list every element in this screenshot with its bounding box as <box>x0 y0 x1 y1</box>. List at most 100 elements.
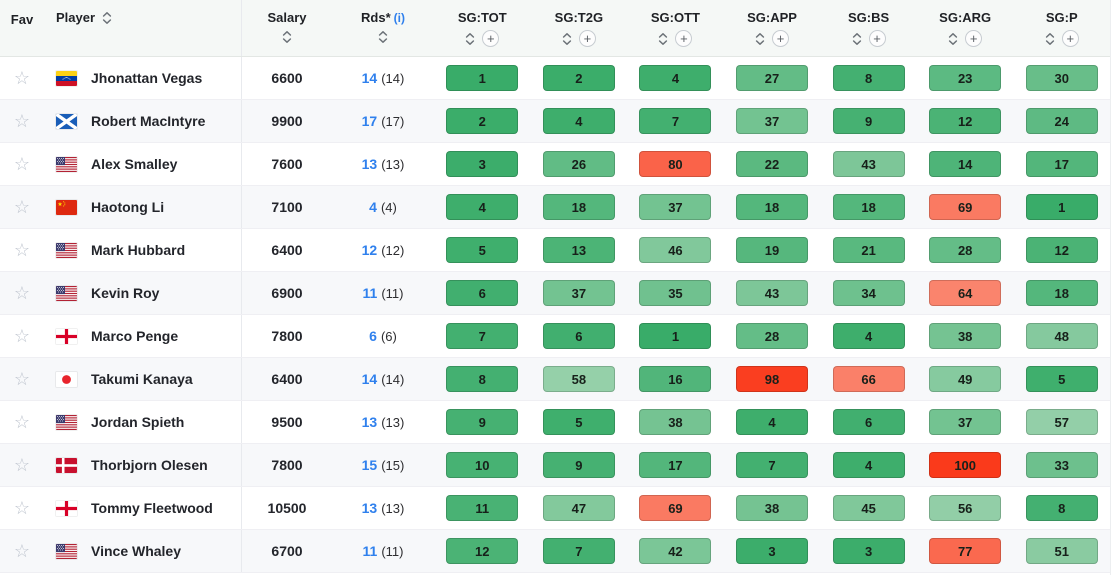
sort-icon[interactable] <box>378 30 388 44</box>
sg-rank-chip: 69 <box>929 194 1002 220</box>
sg-rank-chip: 14 <box>929 151 1002 177</box>
rounds-value: 13 <box>361 414 378 430</box>
table-row: ☆ Takumi Kanaya 6400 14 (14) 8 58 16 98 66 49 5 <box>0 358 1110 401</box>
sg-rank-chip: 80 <box>639 151 712 177</box>
sort-icon[interactable] <box>852 32 862 46</box>
sg-rank-chip: 35 <box>639 280 712 306</box>
sg-rank-chip: 37 <box>736 108 809 134</box>
rounds-total: (14) <box>381 70 405 86</box>
favorite-star-icon[interactable]: ☆ <box>13 369 31 389</box>
favorite-star-icon[interactable]: ☆ <box>13 326 31 346</box>
rounds-value: 17 <box>361 113 378 129</box>
sg-rank-chip: 5 <box>1025 366 1098 392</box>
sg-rank-chip: 98 <box>736 366 809 392</box>
sg-rank-chip: 19 <box>736 237 809 263</box>
player-name: Kevin Roy <box>91 285 160 301</box>
sg-rank-chip: 69 <box>639 495 712 521</box>
player-name: Tommy Fleetwood <box>91 500 213 516</box>
header-sg-label: SG:APP <box>747 10 797 25</box>
sort-icon[interactable] <box>282 30 292 44</box>
flag-denmark-icon <box>56 457 77 473</box>
rounds-total: (15) <box>381 457 405 473</box>
sg-rank-chip: 12 <box>929 108 1002 134</box>
sg-rank-chip: 5 <box>446 237 519 263</box>
sg-rank-chip: 6 <box>832 409 905 435</box>
favorite-star-icon[interactable]: ☆ <box>13 498 31 518</box>
sort-icon[interactable] <box>562 32 572 46</box>
rounds-value: 11 <box>362 543 378 559</box>
table-row: ☆ Robert MacIntyre 9900 17 (17) 2 4 7 37 9 12 24 <box>0 100 1110 143</box>
sort-icon[interactable] <box>658 32 668 46</box>
rounds-total: (6) <box>380 328 397 344</box>
add-column-button[interactable]: + <box>1061 30 1079 47</box>
sg-rank-chip: 34 <box>832 280 905 306</box>
salary-value: 7600 <box>271 156 303 172</box>
rounds-total: (17) <box>381 113 405 129</box>
header-sg-label: SG:BS <box>848 10 890 25</box>
sg-rank-chip: 43 <box>736 280 809 306</box>
sg-rank-chip: 11 <box>446 495 519 521</box>
player-name: Haotong Li <box>91 199 165 215</box>
add-column-button[interactable]: + <box>675 30 693 47</box>
sg-rank-chip: 2 <box>446 108 519 134</box>
header-sg-t2g: SG:T2G + <box>531 0 628 56</box>
add-column-button[interactable]: + <box>772 30 790 47</box>
add-column-button[interactable]: + <box>578 30 596 47</box>
table-row: ☆ Thorbjorn Olesen 7800 15 (15) 10 9 17 7 4 100 33 <box>0 444 1110 487</box>
sg-rank-chip: 42 <box>639 538 712 564</box>
sg-rank-chip: 9 <box>446 409 519 435</box>
player-name: Jordan Spieth <box>91 414 185 430</box>
sg-rank-chip: 13 <box>542 237 615 263</box>
header-rds-label: Rds* (i) <box>361 10 405 25</box>
sort-icon[interactable] <box>948 32 958 46</box>
salary-value: 7800 <box>271 457 303 473</box>
sg-rank-chip: 9 <box>832 108 905 134</box>
sg-rank-chip: 12 <box>1025 237 1098 263</box>
rounds-value: 14 <box>361 371 378 387</box>
sg-rank-chip: 16 <box>639 366 712 392</box>
favorite-star-icon[interactable]: ☆ <box>13 541 31 561</box>
flag-usa-icon <box>56 156 77 172</box>
add-column-button[interactable]: + <box>868 30 886 47</box>
favorite-star-icon[interactable]: ☆ <box>13 283 31 303</box>
sort-icon[interactable] <box>1045 32 1055 46</box>
sg-rank-chip: 4 <box>639 65 712 91</box>
player-name: Alex Smalley <box>91 156 178 172</box>
player-name: Takumi Kanaya <box>91 371 193 387</box>
favorite-star-icon[interactable]: ☆ <box>13 197 31 217</box>
rounds-total: (13) <box>381 156 405 172</box>
header-sg-p: SG:P + <box>1013 0 1110 56</box>
sort-icon[interactable] <box>465 32 475 46</box>
sg-rank-chip: 4 <box>542 108 615 134</box>
sort-icon[interactable] <box>102 11 112 25</box>
sg-rank-chip: 4 <box>446 194 519 220</box>
salary-value: 6400 <box>271 371 303 387</box>
favorite-star-icon[interactable]: ☆ <box>13 154 31 174</box>
flag-usa-icon <box>56 414 77 430</box>
favorite-star-icon[interactable]: ☆ <box>13 240 31 260</box>
header-sg-label: SG:P <box>1045 10 1078 25</box>
add-column-button[interactable]: + <box>965 30 983 47</box>
sg-rank-chip: 45 <box>832 495 905 521</box>
header-player-label: Player <box>56 10 96 25</box>
sg-rank-chip: 56 <box>929 495 1002 521</box>
favorite-star-icon[interactable]: ☆ <box>13 111 31 131</box>
sort-icon[interactable] <box>755 32 765 46</box>
sg-rank-chip: 2 <box>542 65 615 91</box>
favorite-star-icon[interactable]: ☆ <box>13 68 31 88</box>
favorite-star-icon[interactable]: ☆ <box>13 455 31 475</box>
sg-rank-chip: 1 <box>639 323 712 349</box>
rounds-total: (14) <box>381 371 405 387</box>
info-icon[interactable]: (i) <box>393 11 405 25</box>
rounds-total: (11) <box>381 543 404 559</box>
sg-rank-chip: 8 <box>1025 495 1098 521</box>
sg-rank-chip: 18 <box>1025 280 1098 306</box>
header-fav-label: Fav <box>10 12 34 27</box>
header-fav: Fav <box>0 0 44 56</box>
flag-venezuela-icon <box>56 70 77 86</box>
sg-rank-chip: 8 <box>446 366 519 392</box>
header-sg-label: SG:ARG <box>939 10 992 25</box>
rounds-total: (13) <box>381 414 405 430</box>
favorite-star-icon[interactable]: ☆ <box>13 412 31 432</box>
add-column-button[interactable]: + <box>482 30 500 47</box>
